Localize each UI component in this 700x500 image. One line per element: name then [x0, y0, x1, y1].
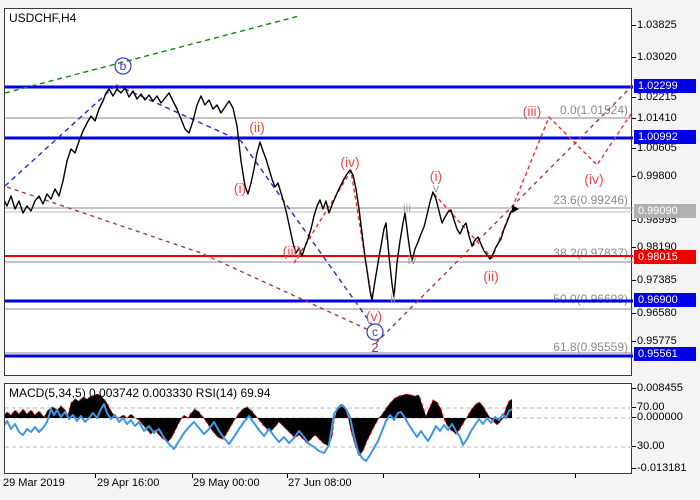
price-axis-tick-mark: [632, 148, 636, 149]
wave-label: iii: [403, 201, 411, 215]
macd-canvas[interactable]: MACD(5,34,5) 0.003742 0.003330 RSI(14) 6…: [4, 383, 633, 474]
time-axis-label: 29 May 00:00: [193, 477, 260, 489]
price-chart-svg: 0.0(1.01524) 23.6(0.99246) 38.2(0.97837) 50…: [5, 15, 633, 358]
price-axis-tick-label: 1.03020: [637, 51, 677, 63]
price-axis-tick-label: 0.99800: [637, 170, 677, 182]
macd-axis-tick-label: 0.000000: [637, 411, 683, 423]
wave-label: (iii): [283, 243, 302, 259]
macd-axis-tick-mark: [632, 446, 636, 447]
main-chart-canvas[interactable]: 0.0(1.01524) 23.6(0.99246) 38.2(0.97837) 50…: [4, 8, 633, 376]
price-axis-tick-mark: [632, 280, 636, 281]
fib-level-label: 50.0(0.96698): [553, 292, 628, 306]
wave-label: iv: [408, 253, 417, 267]
time-axis-tick-mark: [479, 474, 480, 478]
green-trendline: [5, 15, 300, 94]
wave-label: (ii): [249, 119, 265, 135]
wave-label: v: [433, 181, 439, 195]
wave-label: (iv): [584, 171, 603, 187]
price-axis-tick-label: 0.97385: [637, 274, 677, 286]
price-axis-tick-label: 1.00605: [637, 142, 677, 154]
price-axis-tick-label: 1.02215: [637, 91, 677, 103]
fib-level-label: 23.6(0.99246): [553, 193, 628, 207]
price-line: [5, 87, 514, 301]
price-axis-tick-mark: [632, 176, 636, 177]
wave-label: (iv): [340, 154, 359, 170]
wave-label: (v): [366, 308, 382, 324]
rsi-line: [5, 403, 513, 462]
wave-label: (iii): [523, 103, 542, 119]
time-axis-label: 29 Mar 2019: [3, 477, 65, 489]
time-axis-tick-mark: [287, 474, 288, 478]
price-axis-value-box: 0.96900: [634, 293, 696, 307]
wave-label: ii: [390, 291, 395, 305]
time-axis-label: 29 Apr 16:00: [97, 477, 160, 489]
price-axis-tick-mark: [632, 341, 636, 342]
macd-axis-tick-mark: [632, 407, 636, 408]
time-axis-tick-mark: [192, 474, 193, 478]
price-axis-tick-mark: [632, 97, 636, 98]
price-axis-tick-mark: [632, 313, 636, 314]
macd-signal-line: [5, 393, 513, 458]
price-axis-tick-label: 1.01410: [637, 112, 677, 124]
price-axis-tick-mark: [632, 247, 636, 248]
macd-axis-tick-mark: [632, 388, 636, 389]
macd-axis-tick-label: -0.013181: [637, 462, 687, 474]
price-axis-value-box: 0.95561: [634, 347, 696, 361]
price-axis-tick-mark: [632, 220, 636, 221]
time-axis-tick-mark: [383, 474, 384, 478]
price-axis-tick-label: 0.96580: [637, 307, 677, 319]
red-projection: [433, 110, 633, 260]
symbol-title: USDCHF,H4: [9, 11, 77, 25]
price-axis-tick-mark: [632, 25, 636, 26]
wave-circle-label: c: [372, 325, 378, 339]
price-axis-value-box: 0.98015: [634, 250, 696, 264]
price-end-marker: [512, 205, 519, 213]
blue-wave-down: [115, 84, 373, 326]
price-axis-tick-label: 1.03825: [637, 19, 677, 31]
wave-label: (ii): [483, 268, 499, 284]
wave-label: i: [385, 229, 388, 243]
time-axis-label: 27 Jun 08:00: [288, 477, 352, 489]
price-axis-tick-mark: [632, 118, 636, 119]
time-axis-tick-mark: [95, 474, 96, 478]
macd-axis-tick-label: 70.00: [637, 401, 665, 413]
macd-indicator-label: MACD(5,34,5) 0.003742 0.003330 RSI(14) 6…: [9, 386, 271, 400]
macd-axis-tick-label: 30.00: [637, 440, 665, 452]
price-axis-tick-mark: [632, 57, 636, 58]
fib-level-label: 61.8(0.95559): [553, 340, 628, 354]
red-wave-path: [293, 169, 373, 301]
price-axis-value-box: 1.02299: [634, 79, 696, 93]
macd-axis-tick-label: 0.008455: [637, 382, 683, 394]
wave-label: 2: [371, 340, 378, 355]
fib-level-label: 38.2(0.97837): [553, 246, 628, 260]
price-axis-tick-label: 0.95775: [637, 335, 677, 347]
darkred-trend-down: [6, 186, 372, 332]
wave-label: (i): [234, 180, 246, 196]
wave-circle: [114, 57, 132, 75]
wave-circle-label: b: [120, 59, 127, 73]
time-axis-tick-mark: [575, 474, 576, 478]
macd-chart-svg: [5, 393, 633, 462]
price-axis-value-box: 1.00992: [634, 130, 696, 144]
macd-axis-tick-mark: [632, 468, 636, 469]
wave-circle: [366, 323, 384, 341]
wave-label: (i): [430, 168, 442, 184]
fib-level-label: 0.0(1.01524): [560, 103, 628, 117]
blue-wave-up: [5, 84, 117, 187]
macd-axis-tick-mark: [632, 417, 636, 418]
price-axis-value-box: 0.99090: [634, 204, 696, 218]
